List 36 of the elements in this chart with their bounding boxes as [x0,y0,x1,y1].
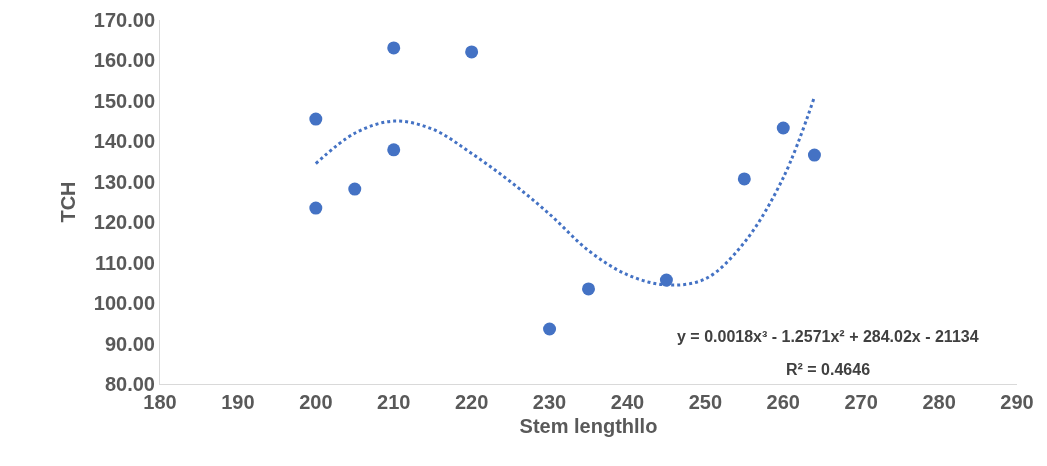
y-tick-label: 160.00 [93,49,155,72]
point [582,282,595,296]
y-tick-label: 170.00 [93,9,155,31]
x-tick-label: 270 [844,391,878,413]
x-axis-title: Stem lengthllo [519,414,658,437]
y-tick-label: 120.00 [93,211,155,234]
point [309,112,323,126]
x-tick-label: 240 [610,391,645,413]
y-tick-label: 140.00 [93,130,155,153]
y-tick-label: 90.00 [104,332,155,355]
point [387,41,401,55]
x-tick-label: 210 [377,391,411,413]
y-tick-label: 130.00 [93,170,155,193]
point [776,121,790,135]
x-tick-label: 190 [221,391,255,413]
x-tick-label: 220 [454,391,489,413]
y-tick-label: 100.00 [93,292,155,315]
point [465,45,479,59]
point [659,273,673,287]
x-tick-label: 230 [532,391,567,413]
annotation: y = 0.0018x³ - 1.2571x² + 284.02x - 21134 [677,328,979,345]
point [309,201,323,215]
annotation: R² = 0.4646 [786,361,871,378]
x-tick-label: 260 [766,391,800,413]
point [543,322,557,336]
x-tick-label: 250 [688,391,723,413]
point [737,172,751,186]
x-tick-label: 290 [1000,391,1034,413]
x-tick-label: 200 [299,391,333,413]
point [807,148,821,162]
point [387,143,401,157]
x-tick-label: 280 [922,391,956,413]
y-tick-label: 110.00 [94,251,155,274]
point [348,182,362,196]
y-axis-title: TCH [57,181,80,223]
y-tick-label: 150.00 [93,89,155,112]
